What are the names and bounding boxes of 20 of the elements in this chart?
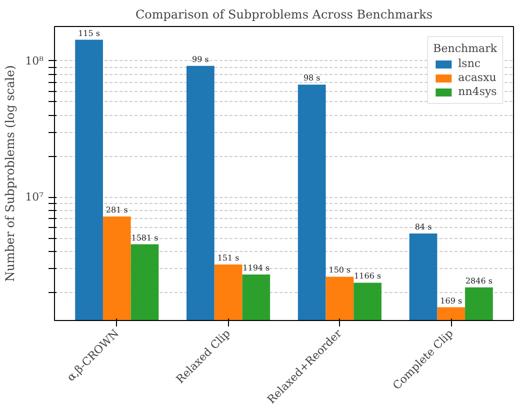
chart-title: Comparison of Subproblems Across Benchmarks xyxy=(135,8,433,22)
y-tick-label: 10⁸ xyxy=(25,54,44,68)
annotation: 151 s xyxy=(217,253,240,262)
annotation: 1166 s xyxy=(354,272,382,281)
annotation: 281 s xyxy=(106,205,128,214)
annotation: 169 s xyxy=(440,296,462,306)
annotation: 84 s xyxy=(414,222,432,232)
annotation: 150 s xyxy=(328,266,351,275)
annotation: 99 s xyxy=(192,54,209,64)
annotation: 98 s xyxy=(303,74,320,83)
legend-label: nn4sys xyxy=(458,85,497,98)
annotation: 1581 s xyxy=(131,233,158,242)
annotation: 115 s xyxy=(78,28,100,38)
y-axis-title: Number of Subproblems (log scale) xyxy=(3,65,18,282)
legend-label: lsnc xyxy=(458,57,481,70)
annotation: 2846 s xyxy=(465,276,492,286)
y-tick-label: 10⁷ xyxy=(25,190,44,204)
legend-label: acasxu xyxy=(458,71,496,84)
legend-title: Benchmark xyxy=(433,42,497,55)
annotation: 1194 s xyxy=(242,263,270,272)
